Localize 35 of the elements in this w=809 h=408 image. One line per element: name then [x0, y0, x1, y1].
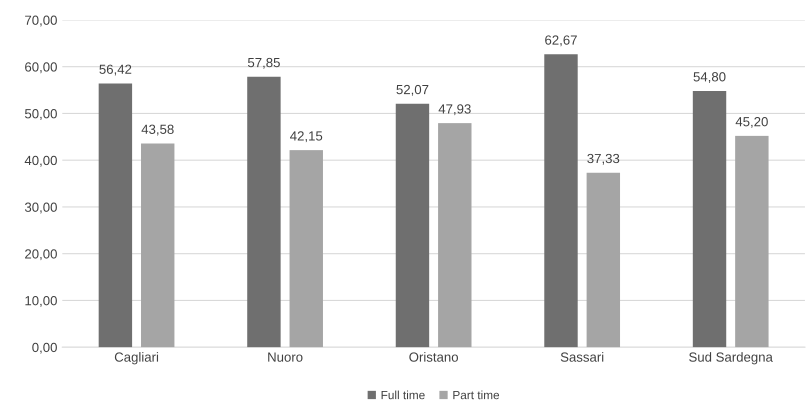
- bar: [692, 91, 726, 348]
- x-tick-label: Sassari: [560, 352, 604, 362]
- data-label: 42,15: [290, 131, 322, 142]
- bar: [586, 172, 620, 348]
- x-tick-label: Nuoro: [268, 352, 303, 362]
- legend-label: Full time: [382, 390, 425, 400]
- bar: [438, 123, 472, 348]
- x-tick-label: Cagliari: [114, 352, 158, 364]
- data-label: 57,85: [248, 58, 280, 69]
- x-tick-label: Oristano: [409, 352, 458, 362]
- y-tick-label: 30,00: [24, 202, 57, 214]
- y-tick-label: 60,00: [25, 62, 57, 74]
- legend-label: Part time: [453, 390, 500, 400]
- y-tick-label: 70,00: [25, 16, 57, 26]
- data-label: 43,58: [142, 124, 174, 136]
- data-label: 56,42: [99, 64, 132, 76]
- y-tick-label: 20,00: [25, 249, 57, 260]
- bar: [544, 54, 578, 348]
- y-tick-label: 40,00: [24, 156, 57, 167]
- y-tick-label: 50,00: [24, 109, 57, 120]
- y-tick-label: 10,00: [25, 296, 57, 307]
- bar: [396, 104, 430, 348]
- data-label: 54,80: [694, 72, 726, 84]
- y-tick-label: 0,00: [32, 342, 57, 354]
- data-label: 45,20: [736, 117, 768, 128]
- data-label: 37,33: [587, 154, 620, 165]
- bar: [247, 76, 281, 348]
- bar: [290, 150, 323, 348]
- bar: [141, 143, 174, 348]
- data-label: 52,07: [396, 84, 428, 96]
- bar: [98, 83, 132, 348]
- bar: [735, 136, 769, 348]
- data-label: 47,93: [438, 104, 471, 116]
- data-label: 62,67: [545, 35, 577, 46]
- x-tick-label: Sud Sardegna: [689, 352, 773, 364]
